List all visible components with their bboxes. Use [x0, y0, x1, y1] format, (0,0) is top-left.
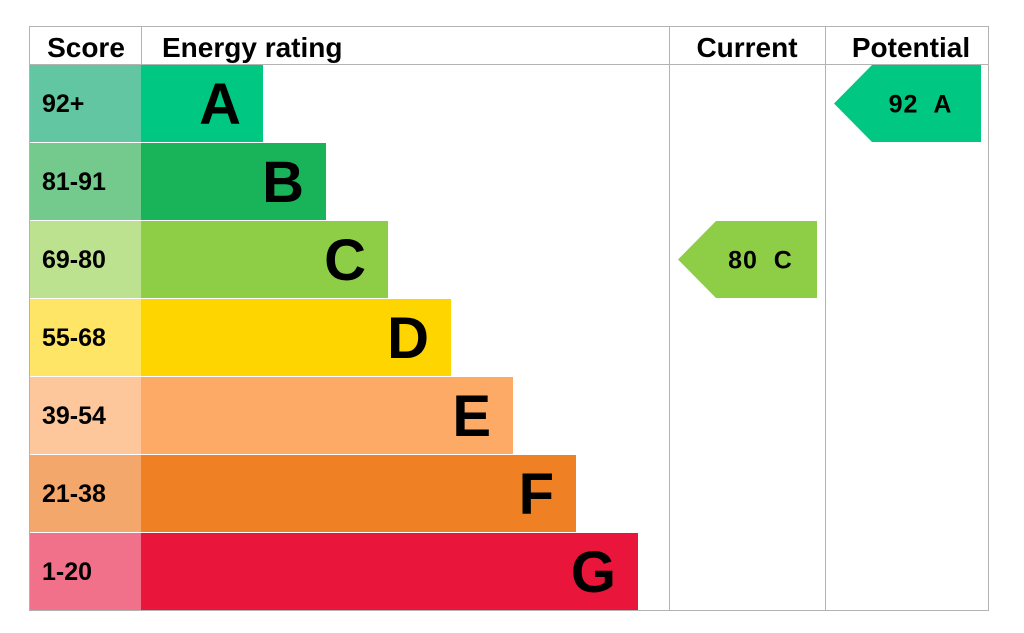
rating-letter-d: D: [387, 306, 429, 371]
rating-bar-e: [141, 377, 513, 454]
header-energy-rating: Energy rating: [162, 32, 342, 63]
score-range-e: 39-54: [42, 402, 106, 430]
score-range-c: 69-80: [42, 246, 106, 274]
rating-letter-a: A: [199, 72, 241, 137]
score-cell-b: [30, 143, 141, 220]
score-range-d: 55-68: [42, 324, 106, 352]
table-frame: [29, 26, 989, 611]
score-cell-f: [30, 455, 141, 532]
score-cell-a: [30, 65, 141, 142]
rating-letter-f: F: [519, 462, 554, 527]
rating-letter-g: G: [571, 540, 616, 605]
score-cell-c: [30, 221, 141, 298]
header-current: Current: [696, 32, 797, 63]
band-row-c: 69-80 C: [30, 221, 388, 298]
band-row-e: 39-54 E: [30, 377, 513, 454]
band-row-b: 81-91 B: [30, 143, 326, 220]
band-row-g: 1-20 G: [30, 533, 638, 610]
score-cell-g: [30, 533, 141, 610]
band-row-d: 55-68 D: [30, 299, 451, 376]
score-range-f: 21-38: [42, 480, 106, 508]
header-potential: Potential: [852, 32, 970, 63]
rating-bar-c: [141, 221, 388, 298]
table-border: [29, 26, 989, 611]
score-range-a: 92+: [42, 90, 84, 118]
rating-bar-f: [141, 455, 576, 532]
score-range-b: 81-91: [42, 168, 106, 196]
score-range-g: 1-20: [42, 558, 92, 586]
rating-letter-b: B: [262, 150, 304, 215]
score-cell-e: [30, 377, 141, 454]
rating-bar-b: [141, 143, 326, 220]
rating-letter-c: C: [324, 228, 366, 293]
band-row-f: 21-38 F: [30, 455, 576, 532]
current-rating-arrow: [678, 221, 817, 298]
band-row-a: 92+ A: [30, 65, 263, 142]
rating-bar-g: [141, 533, 638, 610]
score-cell-d: [30, 299, 141, 376]
rating-letter-e: E: [452, 384, 491, 449]
rating-arrows: 80 C 92 A: [678, 65, 981, 298]
rating-bands: 92+ A 81-91 B 69-80 C 55-68 D 39-54 E 21-38 F 1-20 G: [30, 65, 638, 610]
rating-bar-a: [141, 65, 263, 142]
potential-rating-label: 92 A: [889, 91, 953, 119]
current-rating-label: 80 C: [728, 247, 793, 275]
header-score: Score: [47, 32, 125, 63]
potential-rating-arrow: [834, 65, 981, 142]
rating-bar-d: [141, 299, 451, 376]
